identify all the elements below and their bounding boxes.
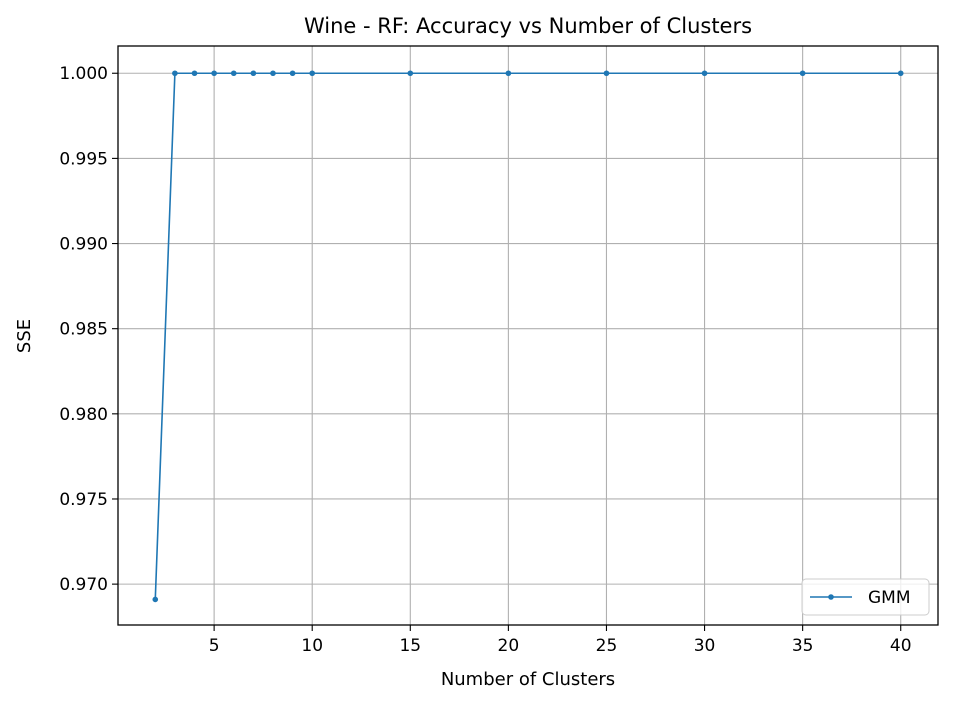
series-layer xyxy=(152,70,904,603)
y-tick-label: 0.985 xyxy=(59,320,108,340)
data-point xyxy=(289,70,296,77)
series-line-gmm xyxy=(154,72,901,600)
data-point xyxy=(152,596,159,603)
y-tick-label: 0.975 xyxy=(59,490,108,510)
data-point xyxy=(897,70,904,77)
data-point xyxy=(172,70,178,77)
data-point xyxy=(230,70,237,77)
data-point xyxy=(211,70,217,77)
data-point xyxy=(505,70,512,77)
legend-box xyxy=(801,578,930,616)
data-point xyxy=(309,70,316,77)
data-point xyxy=(701,70,708,77)
grid-layer xyxy=(118,46,938,625)
y-axis-label: SSE xyxy=(14,319,35,353)
data-point xyxy=(799,70,806,77)
data-point xyxy=(191,70,198,77)
tick-layer: 5 10 15 20 25 30 35 40 0.970 0.975 0.980 0.985 0.990… xyxy=(59,64,911,656)
x-tick-label: 40 xyxy=(890,636,912,656)
x-tick-label: 20 xyxy=(498,636,520,656)
data-point xyxy=(603,70,610,77)
x-axis-label: Number of Clusters xyxy=(441,669,615,690)
y-tick-label: 0.990 xyxy=(59,235,108,255)
plot-frame xyxy=(117,45,939,626)
data-point xyxy=(250,70,257,77)
x-tick-label: 15 xyxy=(399,636,421,656)
x-tick-label: 30 xyxy=(694,636,716,656)
y-tick-label: 0.980 xyxy=(59,405,108,425)
data-point xyxy=(407,70,414,77)
chart-title: Wine - RF: Accuracy vs Number of Cluster… xyxy=(304,14,752,38)
legend-label-gmm: GMM xyxy=(868,588,911,608)
y-tick-label: 0.970 xyxy=(59,575,108,595)
x-tick-label: 10 xyxy=(301,636,323,656)
x-tick-label: 35 xyxy=(792,636,814,656)
x-tick-label: 25 xyxy=(596,636,618,656)
y-tick-label: 0.995 xyxy=(59,149,108,169)
x-tick-label: 5 xyxy=(209,636,220,656)
legend-marker-gmm xyxy=(828,594,834,600)
y-tick-label: 1.000 xyxy=(59,64,108,84)
legend: GMM xyxy=(801,578,930,616)
data-point xyxy=(270,70,276,77)
